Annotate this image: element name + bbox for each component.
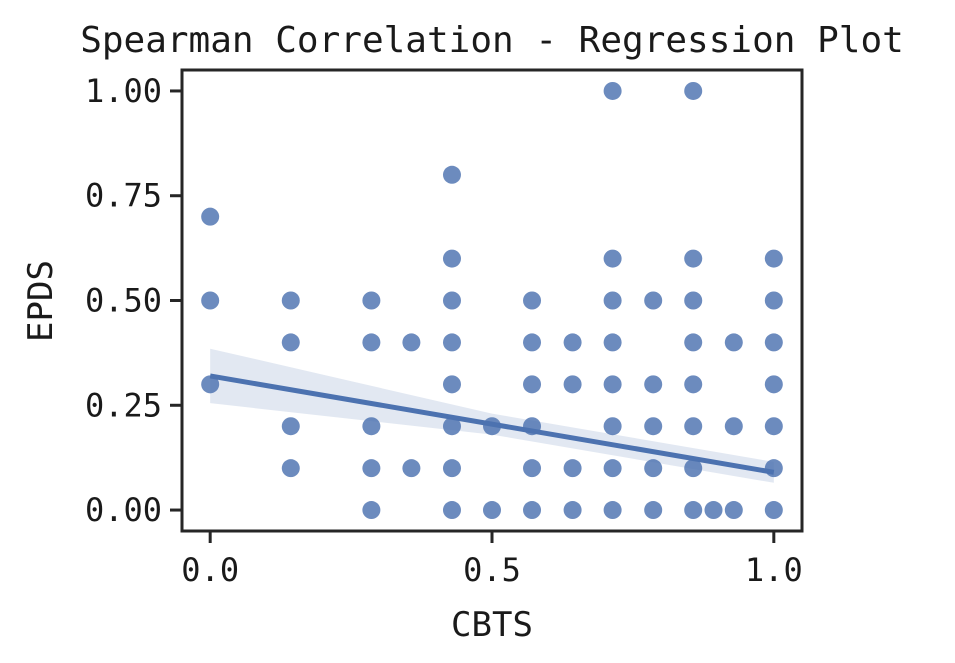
- y-axis-ticks: 0.00 0.25 0.50 0.75 1.00: [85, 72, 182, 529]
- y-axis-label: EPDS: [21, 260, 61, 342]
- scatter-point: [603, 249, 622, 268]
- x-axis-ticks: 0.0 0.5 1.0: [181, 531, 803, 589]
- scatter-point: [603, 417, 622, 436]
- scatter-point: [362, 501, 381, 520]
- scatter-point: [764, 375, 783, 394]
- scatter-point: [764, 459, 783, 478]
- scatter-point: [603, 375, 622, 394]
- scatter-point: [362, 333, 381, 352]
- chart-title: Spearman Correlation - Regression Plot: [80, 20, 904, 61]
- scatter-point: [684, 501, 703, 520]
- scatter-point: [442, 375, 461, 394]
- scatter-point: [603, 291, 622, 310]
- scatter-point: [442, 333, 461, 352]
- scatter-point: [684, 459, 703, 478]
- scatter-point: [442, 459, 461, 478]
- scatter-point: [603, 459, 622, 478]
- scatter-point: [281, 333, 300, 352]
- scatter-point: [281, 459, 300, 478]
- scatter-point: [603, 501, 622, 520]
- scatter-point: [402, 333, 421, 352]
- scatter-point: [704, 501, 723, 520]
- scatter-point: [684, 291, 703, 310]
- scatter-point: [442, 501, 461, 520]
- scatter-point: [684, 249, 703, 268]
- scatter-point: [201, 207, 220, 226]
- scatter-point: [684, 417, 703, 436]
- scatter-point: [281, 417, 300, 436]
- scatter-point: [362, 417, 381, 436]
- scatter-point: [764, 417, 783, 436]
- scatter-point: [603, 333, 622, 352]
- scatter-point: [724, 333, 743, 352]
- y-tick-label: 0.75: [85, 177, 162, 215]
- x-axis-label: CBTS: [451, 605, 533, 645]
- scatter-point: [201, 375, 220, 394]
- scatter-point: [764, 291, 783, 310]
- scatter-point: [563, 333, 582, 352]
- y-tick-label: 0.00: [85, 491, 162, 529]
- scatter-point: [523, 459, 542, 478]
- scatter-point: [402, 459, 421, 478]
- scatter-point: [483, 501, 501, 520]
- y-tick-label: 0.25: [85, 386, 162, 424]
- scatter-point: [523, 291, 542, 310]
- regression-line-layer: [209, 373, 775, 475]
- scatter-point: [523, 501, 542, 520]
- scatter-point: [442, 417, 461, 436]
- scatter-point: [442, 291, 461, 310]
- scatter-point: [644, 501, 663, 520]
- scatter-point: [362, 291, 381, 310]
- scatter-point: [764, 501, 783, 520]
- x-tick-label: 0.0: [181, 551, 239, 589]
- scatter-point: [442, 165, 461, 184]
- scatter-point: [281, 291, 300, 310]
- scatter-point: [523, 375, 542, 394]
- y-tick-label: 1.00: [85, 72, 162, 110]
- scatter-point: [603, 81, 622, 100]
- scatter-point: [684, 333, 703, 352]
- scatter-point: [684, 375, 703, 394]
- scatter-point: [644, 417, 663, 436]
- scatter-point: [684, 81, 703, 100]
- x-tick-label: 1.0: [745, 551, 803, 589]
- scatter-point: [724, 417, 743, 436]
- scatter-point: [442, 249, 461, 268]
- scatter-point: [724, 501, 743, 520]
- scatter-point: [764, 249, 783, 268]
- x-tick-label: 0.5: [463, 551, 521, 589]
- scatter-point: [563, 459, 582, 478]
- scatter-point: [644, 459, 663, 478]
- scatter-point: [362, 459, 381, 478]
- scatter-point: [644, 291, 663, 310]
- scatter-point: [563, 501, 582, 520]
- regression-line: [209, 373, 775, 475]
- y-tick-label: 0.50: [85, 282, 162, 320]
- scatter-point: [644, 375, 663, 394]
- scatter-point: [523, 333, 542, 352]
- scatter-point: [201, 291, 220, 310]
- scatter-point: [563, 375, 582, 394]
- scatter-point: [764, 333, 783, 352]
